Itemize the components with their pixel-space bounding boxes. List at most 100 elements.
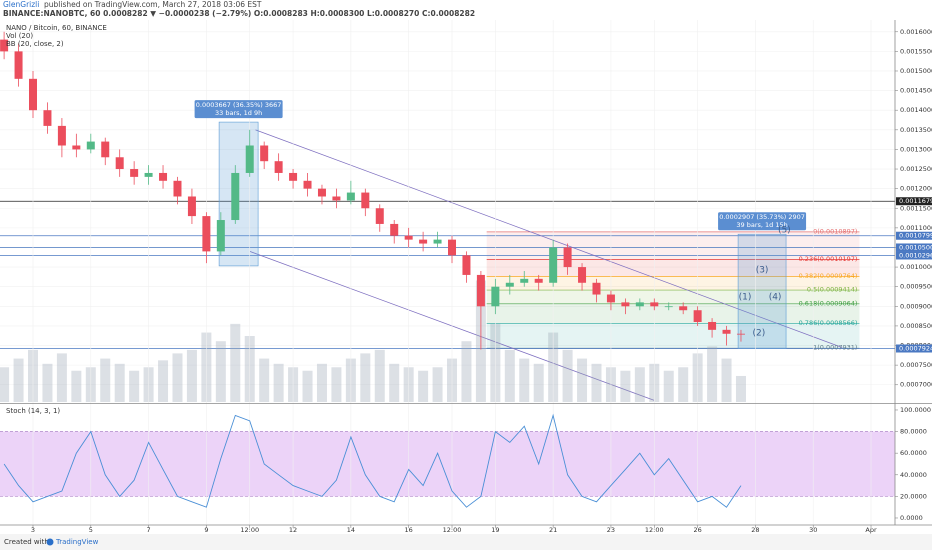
candle-body bbox=[346, 192, 355, 201]
candle-body bbox=[390, 223, 399, 236]
fib-zone bbox=[486, 303, 860, 324]
candle-body bbox=[361, 192, 370, 209]
wave-label: (5) bbox=[778, 225, 791, 235]
fib-label: 0.786(0.0008566) bbox=[799, 319, 858, 327]
fib-label: 0.618(0.0009064) bbox=[799, 299, 858, 307]
y-tick-label: 0.0015000 bbox=[900, 67, 932, 75]
measure-label-box bbox=[718, 212, 807, 231]
y-tick-label: 0.0010000 bbox=[900, 263, 932, 271]
front-layer: 0.00070000.00075000.00080000.00085000.00… bbox=[31, 28, 932, 534]
trend-line bbox=[255, 129, 843, 348]
candle-body bbox=[260, 145, 269, 162]
x-tick-label: 12:00 bbox=[240, 526, 259, 534]
candle-body bbox=[14, 51, 23, 79]
volume-bar bbox=[215, 341, 226, 402]
volume-bar bbox=[259, 358, 270, 402]
candle-body bbox=[520, 278, 529, 283]
stoch-line bbox=[3, 413, 742, 508]
candle-body bbox=[43, 110, 52, 126]
price-tag-label: 0.0010500 bbox=[899, 243, 932, 251]
candle-body bbox=[72, 145, 81, 150]
candle-body bbox=[159, 172, 168, 181]
price-tag bbox=[896, 231, 932, 240]
wave-label: (4) bbox=[769, 292, 782, 302]
candle-body bbox=[606, 294, 615, 303]
stoch-band bbox=[0, 431, 895, 497]
candle-body bbox=[419, 239, 428, 244]
y-tick-label: 0.0013500 bbox=[900, 126, 932, 134]
y-tick-label: 0.0014500 bbox=[900, 87, 932, 95]
x-tick-label: 26 bbox=[693, 526, 701, 534]
volume-bar bbox=[230, 323, 241, 402]
volume-bar bbox=[273, 363, 284, 402]
volume-bar bbox=[158, 360, 169, 402]
fib-label: 0.236(0.0010197) bbox=[799, 255, 858, 263]
volume-bar bbox=[707, 346, 718, 402]
author[interactable]: GlenGrizli bbox=[3, 0, 39, 9]
y-tick-label: 80.0000 bbox=[900, 428, 927, 436]
x-tick-label: 19 bbox=[491, 526, 499, 534]
volume-bar bbox=[100, 358, 111, 402]
candle-body bbox=[476, 274, 485, 307]
y-tick-label: 0.0014000 bbox=[900, 106, 932, 114]
volume-bar bbox=[172, 353, 183, 402]
candle-body bbox=[621, 302, 630, 307]
x-tick-label: 21 bbox=[549, 526, 557, 534]
candle-body bbox=[57, 125, 66, 146]
volume-bar bbox=[374, 349, 385, 402]
candle-body bbox=[173, 180, 182, 197]
volume-bar bbox=[663, 370, 674, 402]
x-tick-label: Apr bbox=[865, 526, 877, 534]
candle-body bbox=[29, 78, 38, 111]
y-tick-label: 0.0015500 bbox=[900, 47, 932, 55]
candle-body bbox=[317, 188, 326, 197]
volume-bar bbox=[678, 367, 689, 402]
candle-body bbox=[202, 216, 211, 252]
fib-zone bbox=[486, 231, 860, 260]
volume-bar bbox=[331, 367, 342, 402]
fib-zone bbox=[486, 290, 860, 304]
brand-icon bbox=[46, 538, 54, 546]
y-tick-label: 0.0008500 bbox=[900, 322, 932, 330]
brand[interactable]: TradingView bbox=[55, 538, 99, 546]
candle-body bbox=[592, 282, 601, 295]
candle-body bbox=[664, 306, 673, 308]
y-tick-label: 100.0000 bbox=[900, 406, 931, 414]
volume-bar bbox=[114, 363, 125, 402]
y-tick-label: 0.0013000 bbox=[900, 145, 932, 153]
y-tick-label: 40.0000 bbox=[900, 471, 927, 479]
volume-bar bbox=[13, 358, 24, 402]
indicator-label: BB (20, close, 2) bbox=[6, 40, 64, 48]
price-tag-label: 0.0010799 bbox=[899, 232, 932, 240]
candle-body bbox=[0, 39, 9, 52]
fib-label: 1(0.0007931) bbox=[813, 344, 857, 352]
candle-body bbox=[448, 239, 457, 256]
footer-text: Created with bbox=[4, 538, 49, 546]
x-tick-label: 23 bbox=[607, 526, 615, 534]
candle-body bbox=[462, 255, 471, 275]
measure-sublabel: 39 bars, 1d 15h bbox=[736, 221, 787, 229]
y-tick-label: 0.0011500 bbox=[900, 204, 932, 212]
x-tick-label: 12 bbox=[289, 526, 297, 534]
candle-body bbox=[693, 310, 702, 322]
series-title: NANO / Bitcoin, 60, BINANCE bbox=[6, 24, 107, 32]
volume-bar bbox=[302, 370, 313, 402]
back-layer bbox=[0, 20, 895, 525]
mark-layer bbox=[0, 31, 745, 508]
y-tick-label: 0.0016000 bbox=[900, 28, 932, 36]
y-tick-label: 0.0011000 bbox=[900, 224, 932, 232]
candle-body bbox=[115, 157, 124, 170]
volume-bar bbox=[418, 370, 429, 402]
volume-bar bbox=[591, 363, 602, 402]
x-tick-label: 3 bbox=[31, 526, 35, 534]
fib-label: 0.5(0.0009414) bbox=[807, 286, 858, 294]
fib-zone bbox=[486, 323, 860, 349]
x-tick-label: 12:00 bbox=[645, 526, 664, 534]
candle-body bbox=[679, 306, 688, 311]
wave-label: (3) bbox=[756, 265, 769, 275]
price-tag bbox=[896, 197, 932, 206]
measure-label-box bbox=[194, 100, 283, 119]
volume-bar bbox=[533, 363, 544, 402]
candle-body bbox=[491, 286, 500, 307]
candle-body bbox=[375, 208, 384, 224]
